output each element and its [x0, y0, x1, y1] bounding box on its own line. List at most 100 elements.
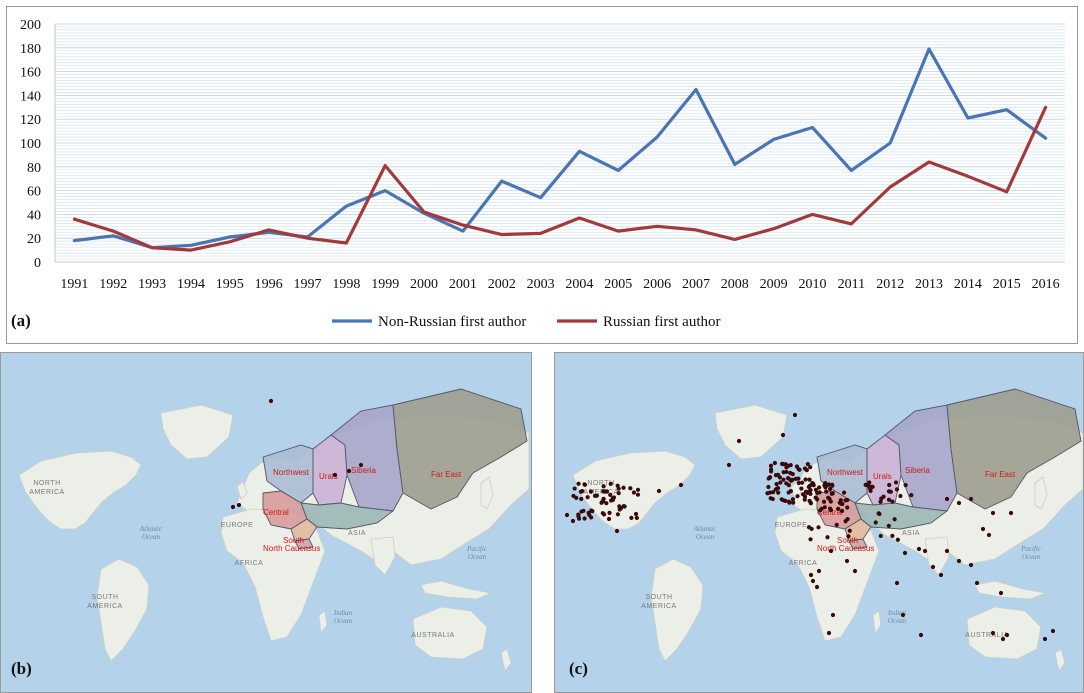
- chart-series: [72, 47, 1048, 252]
- author-dot: [789, 478, 794, 483]
- author-dot: [918, 632, 924, 638]
- author-dot: [589, 508, 594, 513]
- author-dot: [852, 568, 858, 574]
- author-dot: [822, 505, 827, 510]
- region-label: Northwest: [273, 468, 310, 477]
- author-dot: [827, 506, 833, 511]
- author-dot: [796, 480, 801, 486]
- region-label: Central: [263, 508, 289, 517]
- region-shape: [392, 388, 528, 510]
- author-dot: [816, 525, 821, 530]
- region-shape: [884, 404, 958, 512]
- x-tick-label: 1991: [60, 277, 88, 292]
- author-dot: [990, 630, 996, 636]
- author-dot: [807, 477, 812, 482]
- author-dot: [783, 498, 788, 503]
- region-shape: [848, 538, 868, 550]
- chart-legend: Non-Russian first author Russian first au…: [332, 314, 721, 330]
- author-dot: [631, 490, 637, 495]
- author-dot: [769, 469, 774, 474]
- author-dot: [770, 496, 775, 502]
- author-dot: [890, 533, 895, 538]
- author-dot: [873, 520, 878, 525]
- x-tick-label: 2014: [954, 277, 982, 292]
- author-dot: [843, 519, 848, 524]
- author-dot: [604, 501, 609, 506]
- landmass-nz: [500, 648, 512, 672]
- author-dot: [779, 497, 784, 502]
- region-label: North Caucasus: [817, 544, 874, 553]
- region-label: Far East: [431, 470, 462, 479]
- author-dot: [813, 487, 819, 492]
- region-shape: [312, 434, 348, 506]
- author-dot: [890, 499, 895, 504]
- region-shape: [844, 518, 872, 542]
- author-dot: [678, 482, 684, 488]
- landmass-na: [18, 450, 142, 530]
- x-tick-label: 2005: [604, 277, 632, 292]
- y-tick-label: 100: [20, 137, 41, 152]
- legend-label: Russian first author: [603, 314, 721, 330]
- author-dot: [830, 491, 835, 496]
- author-dot: [895, 537, 900, 542]
- author-dot: [829, 482, 835, 487]
- author-dot: [803, 489, 808, 494]
- author-dot: [841, 490, 847, 495]
- ocean-label: Pacific Ocean: [466, 545, 488, 561]
- author-dot: [634, 515, 639, 521]
- author-dot: [813, 495, 818, 500]
- x-tick-label: 2015: [993, 277, 1021, 292]
- x-tick-label: 2004: [565, 277, 593, 292]
- author-dot: [579, 496, 584, 502]
- author-dot: [838, 498, 843, 503]
- x-tick-label: 2001: [449, 277, 477, 292]
- region-shape: [330, 404, 404, 512]
- y-tick-label: 80: [27, 161, 41, 176]
- region-shape: [946, 388, 1082, 510]
- x-tick-label: 2009: [760, 277, 788, 292]
- author-dot: [846, 534, 851, 539]
- author-dot: [614, 528, 620, 534]
- region-label: North Caucasus: [263, 544, 320, 553]
- author-dot: [783, 462, 788, 467]
- author-dot: [845, 505, 850, 510]
- author-dot: [579, 509, 584, 514]
- region-shape: [294, 538, 314, 550]
- author-dot: [814, 584, 820, 590]
- author-dot: [230, 504, 236, 510]
- author-dot: [592, 493, 598, 498]
- author-dot: [817, 485, 822, 490]
- author-dot: [805, 462, 810, 467]
- landmass-nz: [1054, 648, 1066, 672]
- x-tick-label: 1993: [138, 277, 166, 292]
- author-dot: [1050, 628, 1056, 634]
- author-dot: [808, 572, 814, 578]
- y-tick-label: 180: [20, 42, 41, 57]
- x-tick-label: 2002: [488, 277, 516, 292]
- author-dot: [810, 480, 815, 486]
- region-shape: [262, 444, 314, 504]
- author-dot: [825, 535, 830, 540]
- landmass-na: [572, 450, 696, 530]
- region-label: Urals: [319, 472, 338, 481]
- continent-label: AUSTRALIA: [411, 632, 454, 639]
- landmass-uk: [236, 480, 248, 500]
- author-dot: [602, 489, 608, 494]
- author-dot: [808, 500, 813, 505]
- author-dot: [635, 487, 641, 492]
- ocean-label: Indian Ocean: [887, 609, 907, 625]
- x-tick-label: 2011: [838, 277, 865, 292]
- continent-label: SOUTH AMERICA: [641, 594, 676, 610]
- author-dot: [886, 497, 892, 502]
- author-dot: [585, 495, 590, 500]
- continent-label: ASIA: [902, 530, 920, 537]
- author-dot: [608, 492, 613, 497]
- region-label: Siberia: [905, 466, 930, 475]
- author-dot: [916, 546, 922, 552]
- author-dot: [878, 533, 883, 539]
- author-dot: [766, 476, 771, 481]
- author-dot: [998, 590, 1004, 596]
- author-dot: [887, 482, 892, 488]
- continent-label: NORTH AMERICA: [29, 480, 64, 496]
- author-dot: [797, 467, 802, 472]
